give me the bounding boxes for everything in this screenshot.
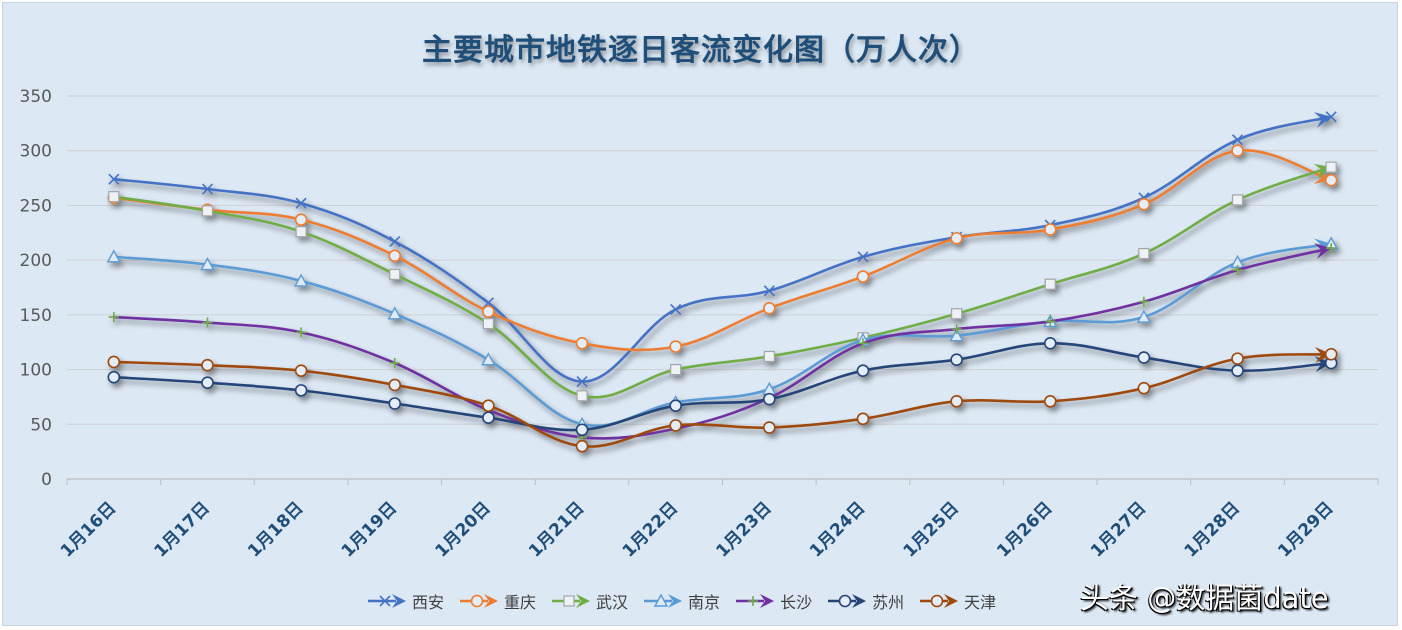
x-tick-label: 1月21日	[525, 498, 588, 561]
legend-label: 重庆	[504, 593, 537, 612]
x-tick-label: 1月23日	[712, 498, 775, 561]
x-tick-label: 1月16日	[57, 498, 120, 561]
y-axis-ticks: 0 50 100 150 200 250 300 350	[20, 87, 52, 490]
legend-label: 天津	[964, 593, 997, 612]
x-tick-label: 1月18日	[244, 498, 307, 561]
legend-line-marker-icon	[368, 594, 406, 608]
legend: 西安 重庆 武汉 南京 长沙 苏州 天津	[366, 589, 996, 613]
series-苏州	[107, 337, 1338, 437]
legend-line-marker-icon	[920, 594, 959, 608]
legend-label: 长沙	[780, 593, 813, 612]
legend-item-南京: 南京	[642, 589, 720, 613]
chart-title: 主要城市地铁逐日客流变化图（万人次）	[422, 33, 980, 68]
y-tick-label: 350	[20, 87, 52, 107]
legend-line-marker-icon	[552, 594, 591, 608]
series-天津	[107, 346, 1338, 453]
x-tick-label: 1月24日	[806, 498, 869, 561]
legend-label: 西安	[412, 593, 445, 612]
legend-item-天津: 天津	[918, 589, 996, 613]
y-tick-label: 150	[20, 306, 52, 326]
series-重庆	[107, 144, 1338, 353]
x-tick-label: 1月20日	[431, 498, 494, 561]
series-lines	[106, 111, 1339, 453]
x-tick-label: 1月17日	[151, 498, 214, 561]
legend-line-marker-icon	[828, 594, 867, 608]
x-tick-label: 1月27日	[1087, 498, 1150, 561]
y-tick-label: 200	[20, 251, 52, 271]
y-tick-label: 250	[20, 196, 52, 216]
series-武汉	[108, 161, 1337, 402]
legend-item-长沙: 长沙	[734, 589, 812, 613]
y-tick-label: 50	[30, 415, 52, 435]
legend-label: 苏州	[872, 593, 905, 612]
legend-label: 武汉	[596, 593, 629, 612]
x-axis-ticks: 1月16日 1月17日 1月18日 1月19日 1月20日 1月21日 1月22日 1月23日…	[57, 498, 1338, 561]
x-tick-label: 1月29日	[1274, 498, 1337, 561]
x-tick-label: 1月25日	[900, 498, 963, 561]
legend-item-苏州: 苏州	[826, 589, 904, 613]
y-tick-label: 100	[20, 361, 52, 381]
legend-line-marker-icon	[736, 594, 775, 608]
legend-item-武汉: 武汉	[550, 589, 628, 613]
legend-item-西安: 西安	[366, 589, 444, 613]
x-tick-label: 1月19日	[338, 498, 401, 561]
x-tick-label: 1月26日	[993, 498, 1056, 561]
legend-item-重庆: 重庆	[458, 589, 536, 613]
y-tick-label: 0	[41, 470, 52, 490]
x-tick-label: 1月28日	[1181, 498, 1244, 561]
y-tick-label: 300	[20, 142, 52, 162]
gridlines	[66, 95, 1379, 485]
x-tick-label: 1月22日	[619, 498, 682, 561]
legend-line-marker-icon	[460, 594, 499, 608]
series-长沙	[108, 243, 1337, 443]
series-南京	[106, 236, 1339, 430]
legend-label: 南京	[688, 593, 721, 612]
legend-line-marker-icon	[644, 593, 683, 608]
watermark: 头条 @数据菌date	[1080, 581, 1329, 615]
